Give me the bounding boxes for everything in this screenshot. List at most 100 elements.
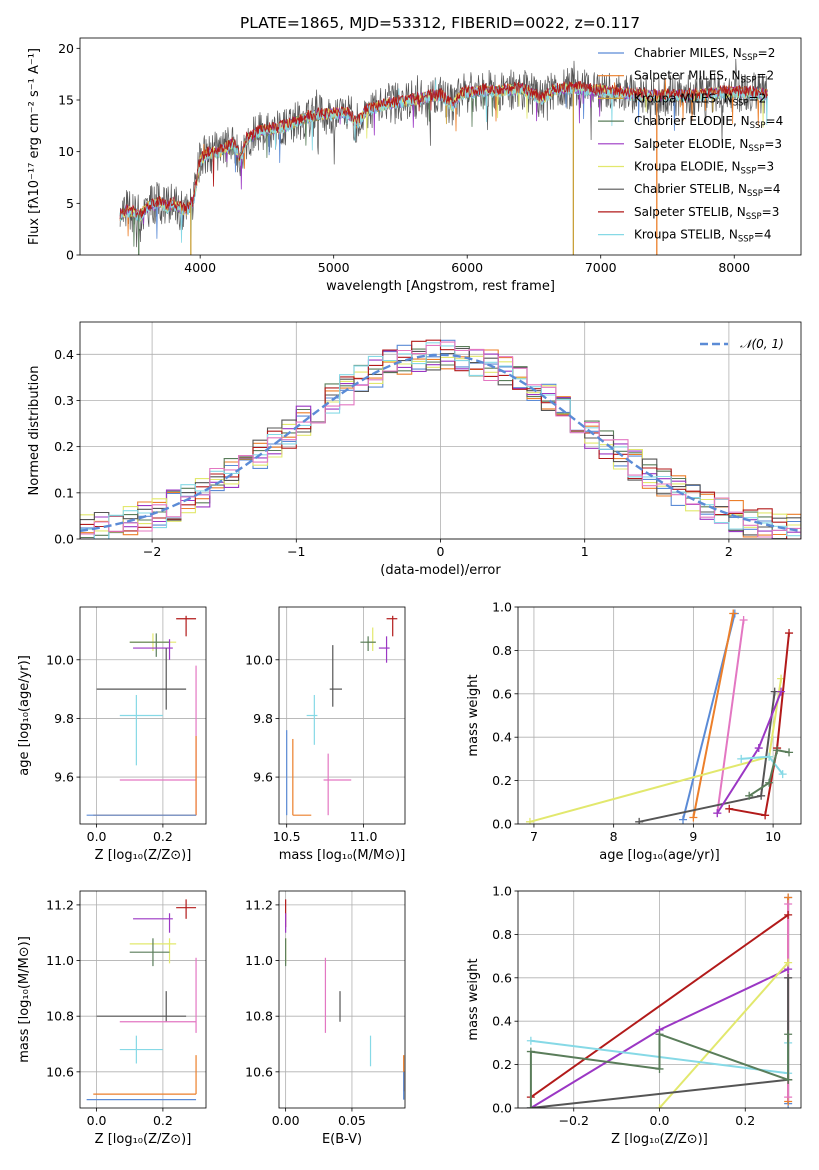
errorbar-point <box>119 665 197 816</box>
legend-entry: Kroupa MILES, NSSP=2 <box>634 91 766 108</box>
mass_vs_Z-marks <box>86 899 197 1101</box>
weight_vs_age-panel: 7 8 9 10 0.0 0.2 0.4 0.6 0.8 1.0 age [log₁₀(age/yr… <box>466 600 802 863</box>
errorbar-point <box>176 615 197 637</box>
y-tick-label: 15 <box>58 93 74 108</box>
weight-marker <box>725 804 734 813</box>
errorbar-point <box>360 636 376 651</box>
weight-marker <box>526 1036 535 1045</box>
errorbar-point <box>386 615 398 637</box>
y-tick-label: 0.6 <box>492 686 512 701</box>
x-axis-label: (data-model)/error <box>380 563 501 578</box>
weight-marker <box>655 1064 664 1073</box>
histogram-series <box>80 339 801 539</box>
y-tick-label: 0.2 <box>492 1057 512 1072</box>
residuals-panel: −2 −1 0 1 2 0.0 0.1 0.2 0.3 0.4 (data-model)/error… <box>27 321 802 578</box>
errorbar-point <box>292 738 312 816</box>
spectrum-marks <box>119 58 768 255</box>
weight-line <box>529 1033 790 1108</box>
x-tick-label: 0.2 <box>153 1113 173 1128</box>
y-tick-label: 11.0 <box>46 953 74 968</box>
plot-frame <box>79 321 802 540</box>
weight-marker <box>525 817 534 824</box>
y-tick-label: 0 <box>66 248 74 263</box>
weight-marker <box>526 1104 535 1108</box>
y-axis-label: mass weight <box>466 674 481 756</box>
y-tick-label: 1.0 <box>492 884 512 899</box>
weight-line <box>692 613 735 818</box>
weight-marker <box>784 1075 793 1084</box>
x-tick-label: 11.0 <box>350 829 378 844</box>
errorbar-point <box>323 753 352 816</box>
legend-entry: Salpeter MILES, NSSP=2 <box>634 69 774 86</box>
weight-marker <box>737 754 746 763</box>
weight_vs_Z-marks <box>526 893 793 1108</box>
x-tick-label: 0.0 <box>87 829 107 844</box>
weight-marker <box>773 746 782 755</box>
y-tick-label: 0.8 <box>492 643 512 658</box>
legend-entry: Salpeter STELIB, NSSP=3 <box>634 205 779 222</box>
y-tick-label: 0.3 <box>54 393 74 408</box>
legend-entry: Chabrier STELIB, NSSP=4 <box>634 182 781 199</box>
weight-line <box>658 961 789 1108</box>
x-tick-label: 8 <box>610 829 618 844</box>
x-tick-label: 10.5 <box>273 829 301 844</box>
residuals-marks <box>80 339 801 539</box>
x-axis-label: mass [log₁₀(M/M⊙)] <box>279 848 406 863</box>
errorbar-point <box>129 633 170 657</box>
y-tick-label: 9.6 <box>54 770 74 785</box>
weight-line <box>729 632 790 817</box>
plot-frame <box>79 606 207 825</box>
errorbar-point <box>129 938 170 967</box>
x-axis-label: Z [log₁₀(Z/Z⊙)] <box>95 848 192 863</box>
x-tick-label: 7 <box>530 829 538 844</box>
plot-frame <box>79 37 802 256</box>
errorbar-point <box>119 957 197 1033</box>
weight-marker <box>765 778 774 787</box>
x-tick-label: 2 <box>725 544 733 559</box>
plot-frame <box>517 606 802 825</box>
plot-frame <box>517 890 802 1109</box>
y-axis-label: Flux [fλ10⁻¹⁷ erg cm⁻² s⁻¹ A⁻¹] <box>27 48 42 245</box>
weight-marker <box>729 609 738 618</box>
x-axis-label: age [log₁₀(age/yr)] <box>599 848 720 863</box>
y-tick-label: 11.0 <box>245 953 273 968</box>
age_vs_Z-panel: 0.0 0.2 9.6 9.8 10.0 Z [log₁₀(Z/Z⊙)] age [log₁… <box>17 606 207 863</box>
y-tick-label: 9.8 <box>253 711 273 726</box>
weight-marker <box>739 616 748 625</box>
weight-marker <box>778 770 787 779</box>
errorbar-point <box>176 899 197 919</box>
chart-title: PLATE=1865, MJD=53312, FIBERID=0022, z=0… <box>240 14 640 32</box>
age_vs_Z-marks <box>86 615 197 816</box>
x-tick-label: 10 <box>765 829 781 844</box>
errorbar-point <box>378 636 390 663</box>
weight-line <box>530 976 790 1108</box>
weight-line <box>716 619 745 814</box>
x-axis-label: E(B-V) <box>322 1132 362 1147</box>
x-tick-label: 5000 <box>318 260 350 275</box>
x-tick-label: 0.0 <box>650 1113 670 1128</box>
plot-frame <box>278 606 406 825</box>
weight-marker <box>784 1030 793 1039</box>
errorbar-point <box>306 694 318 745</box>
x-axis-label: Z [log₁₀(Z/Z⊙)] <box>611 1132 708 1147</box>
x-tick-label: 9 <box>689 829 697 844</box>
weight-marker <box>784 973 793 982</box>
legend-entry: Kroupa STELIB, NSSP=4 <box>634 228 772 245</box>
y-tick-label: 10.8 <box>46 1009 74 1024</box>
x-tick-label: −0.2 <box>559 1113 589 1128</box>
weight-marker <box>784 1093 793 1102</box>
errorbar-point <box>133 913 173 933</box>
weight-marker <box>757 791 766 800</box>
y-tick-label: 0.2 <box>54 439 74 454</box>
spectrum-line <box>119 80 768 220</box>
y-tick-label: 5 <box>66 196 74 211</box>
x-tick-label: 0.2 <box>735 1113 755 1128</box>
weight-marker <box>777 687 786 696</box>
weight-line <box>530 914 789 1099</box>
x-tick-label: 0.2 <box>153 829 173 844</box>
y-tick-label: 10.8 <box>245 1009 273 1024</box>
errorbar-point <box>96 991 187 1022</box>
errorbar-point <box>93 1055 197 1095</box>
weight-marker <box>713 809 722 818</box>
x-tick-label: 7000 <box>585 260 617 275</box>
